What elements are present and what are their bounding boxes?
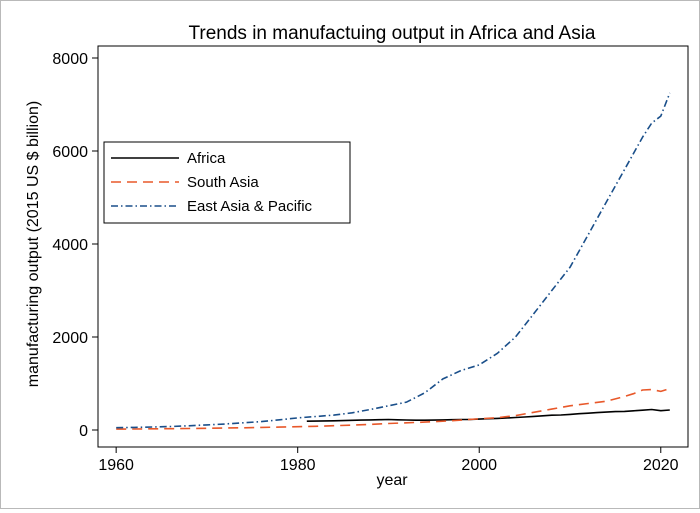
y-axis-label: manufacturing output (2015 US $ billion) xyxy=(25,101,42,387)
legend-label: South Asia xyxy=(187,174,259,191)
x-tick-label: 2000 xyxy=(461,457,497,474)
x-tick-label: 1960 xyxy=(98,457,134,474)
series-line-africa xyxy=(306,408,670,422)
legend-label: East Asia & Pacific xyxy=(187,198,313,215)
y-tick-label: 2000 xyxy=(52,330,88,347)
legend-label: Africa xyxy=(187,150,226,167)
series-line-east-asia-pacific xyxy=(116,92,671,429)
y-tick-label: 4000 xyxy=(52,237,88,254)
x-tick-label: 1980 xyxy=(280,457,316,474)
y-tick-label: 8000 xyxy=(52,51,88,68)
series-lines xyxy=(116,92,671,430)
y-tick-label: 0 xyxy=(79,423,88,440)
chart-title: Trends in manufactuing output in Africa … xyxy=(189,23,596,44)
legend-entries: Africa South Asia East Asia & Pacific xyxy=(111,150,313,215)
x-axis-label: year xyxy=(376,472,408,489)
y-tick-label: 6000 xyxy=(52,144,88,161)
legend: Africa South Asia East Asia & Pacific xyxy=(103,141,351,224)
x-tick-label: 2020 xyxy=(643,457,679,474)
axes: 0 2000 4000 6000 8000 1960 1980 2000 2020 xyxy=(52,45,689,474)
plot-frame xyxy=(97,45,689,448)
series-line-south-asia xyxy=(116,387,671,430)
